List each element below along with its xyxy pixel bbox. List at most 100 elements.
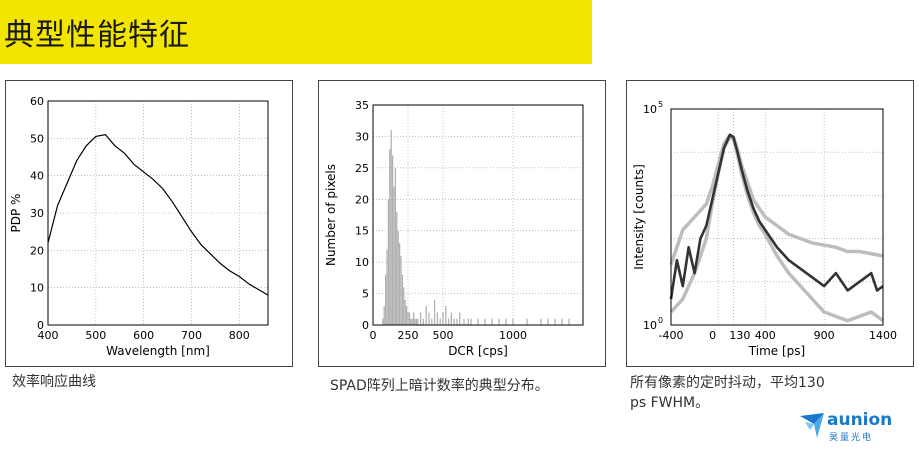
histogram-bar: [419, 312, 422, 325]
pdp-chart: 400 500 600 700 800 0 10 20 30 40 50 60 Wavelength […: [9, 95, 269, 358]
histogram-bar: [459, 312, 461, 325]
histogram-bar: [398, 243, 401, 325]
x-tick-label: -400: [659, 329, 684, 342]
histogram-bar: [422, 318, 425, 325]
x-tick-label: 400: [38, 329, 59, 342]
x-tick-label: 500: [433, 329, 454, 342]
y-tick-label: 0: [362, 319, 369, 332]
logo-sub: 昊量光电: [829, 433, 874, 443]
jitter-chart-panel: -400 0 130 400 900 1400 10 0 10 5 Time [ps] Intensi…: [626, 80, 914, 367]
plot-frame: [372, 104, 584, 326]
dcr-chart-panel: 0 250 500 1000 0 5 10 15 20 25 30 35 DCR [cps] Number…: [318, 80, 606, 367]
title-bar: 典型性能特征: [0, 0, 592, 64]
histogram-bar: [405, 306, 408, 325]
histogram-bar: [417, 318, 419, 325]
y-tick-label: 10: [643, 103, 657, 116]
caption-jitter-line1: 所有像素的定时抖动，平均130: [630, 375, 825, 391]
histogram-bar: [387, 199, 390, 325]
histogram-bar: [425, 306, 427, 325]
plot-frame: [670, 108, 884, 326]
x-tick-label: 0: [709, 329, 716, 342]
pdp-series-line: [47, 133, 269, 296]
histogram-bar: [397, 230, 399, 325]
y-tick-label: 40: [30, 170, 44, 183]
jitter-series-line: [669, 135, 885, 323]
histogram-bar: [394, 167, 397, 325]
x-tick-label: 800: [229, 329, 250, 342]
jitter-series-line: [669, 133, 884, 266]
histogram-bar: [401, 274, 404, 325]
y-tick-label: 20: [30, 244, 44, 257]
histogram-bar: [436, 312, 439, 325]
caption-jitter: 所有像素的定时抖动，平均130 ps FWHM。: [630, 373, 825, 413]
company-logo: aunion 昊量光电: [799, 410, 911, 446]
y-tick-label: 5: [362, 288, 369, 301]
histogram-bar: [526, 318, 528, 325]
histogram-bar: [498, 318, 500, 325]
y-tick-label: 30: [30, 207, 44, 220]
x-axis-label: DCR [cps]: [448, 344, 508, 358]
histogram-bar: [447, 318, 450, 325]
histogram-bar: [568, 318, 570, 325]
histogram-bar: [463, 318, 465, 325]
jitter-series-line: [669, 133, 884, 300]
y-axis-label: Intensity [counts]: [632, 164, 646, 270]
plot-frame: [47, 100, 269, 326]
y-tick-label: 10: [30, 282, 44, 295]
y-tick-label: 25: [355, 162, 369, 175]
y-axis-label: Number of pixels: [324, 164, 338, 266]
histogram-bar: [393, 186, 395, 325]
histogram-bar: [439, 318, 441, 325]
x-axis-label: Wavelength [nm]: [106, 344, 210, 358]
x-tick-label: 900: [814, 329, 835, 342]
histogram-bar: [445, 306, 447, 325]
x-tick-label: 250: [398, 329, 419, 342]
histogram-bar: [386, 249, 388, 325]
histogram-bar: [484, 318, 486, 325]
histogram-bar: [453, 318, 455, 325]
histogram-bar: [505, 318, 507, 325]
histogram-bar: [410, 318, 412, 325]
x-tick-label: 0: [370, 329, 377, 342]
histogram-bar: [554, 318, 556, 325]
histogram-bar: [408, 312, 411, 325]
histogram-bar: [414, 318, 416, 325]
histogram-bar: [450, 312, 453, 325]
histogram-bar: [389, 149, 391, 325]
x-tick-label: 1000: [499, 329, 527, 342]
x-tick-label: 500: [85, 329, 106, 342]
dcr-histogram: 0 250 500 1000 0 5 10 15 20 25 30 35 DCR [cps] Number…: [324, 99, 584, 358]
caption-pdp: 效率响应曲线: [12, 374, 96, 390]
histogram-bar: [491, 318, 493, 325]
x-axis-label: Time [ps]: [748, 344, 805, 358]
x-tick-label: 700: [181, 329, 202, 342]
histogram-bar: [407, 312, 409, 325]
histogram-bar: [467, 318, 469, 325]
y-tick-label: 20: [355, 193, 369, 206]
pdp-chart-panel: 400 500 600 700 800 0 10 20 30 40 50 60 Wavelength […: [5, 80, 293, 367]
histogram-bar: [442, 312, 444, 325]
histogram-bar: [384, 274, 387, 325]
histogram-bar: [404, 299, 406, 325]
y-tick-label: 0: [37, 319, 44, 332]
histogram-bar: [411, 318, 413, 325]
histogram-bar: [428, 312, 430, 325]
y-tick-label: 50: [30, 132, 44, 145]
x-tick-label: 600: [133, 329, 154, 342]
y-tick-label: 15: [355, 225, 369, 238]
histogram-bar: [400, 255, 402, 325]
histogram-bar: [561, 318, 563, 325]
histogram-bar: [390, 130, 392, 325]
x-tick-label: 130: [729, 329, 750, 342]
histogram-bar: [456, 318, 458, 325]
histogram-bar: [383, 306, 385, 325]
caption-dcr: SPAD阵列上暗计数率的典型分布。: [330, 378, 549, 394]
logo-name: aunion: [827, 410, 893, 430]
y-axis-label: PDP %: [9, 194, 23, 233]
histogram-bar: [431, 318, 433, 325]
histogram-bar: [382, 318, 384, 325]
histogram-bar: [391, 155, 394, 325]
y-tick-exponent: 5: [658, 100, 663, 109]
bird-logo-icon: [800, 413, 824, 438]
